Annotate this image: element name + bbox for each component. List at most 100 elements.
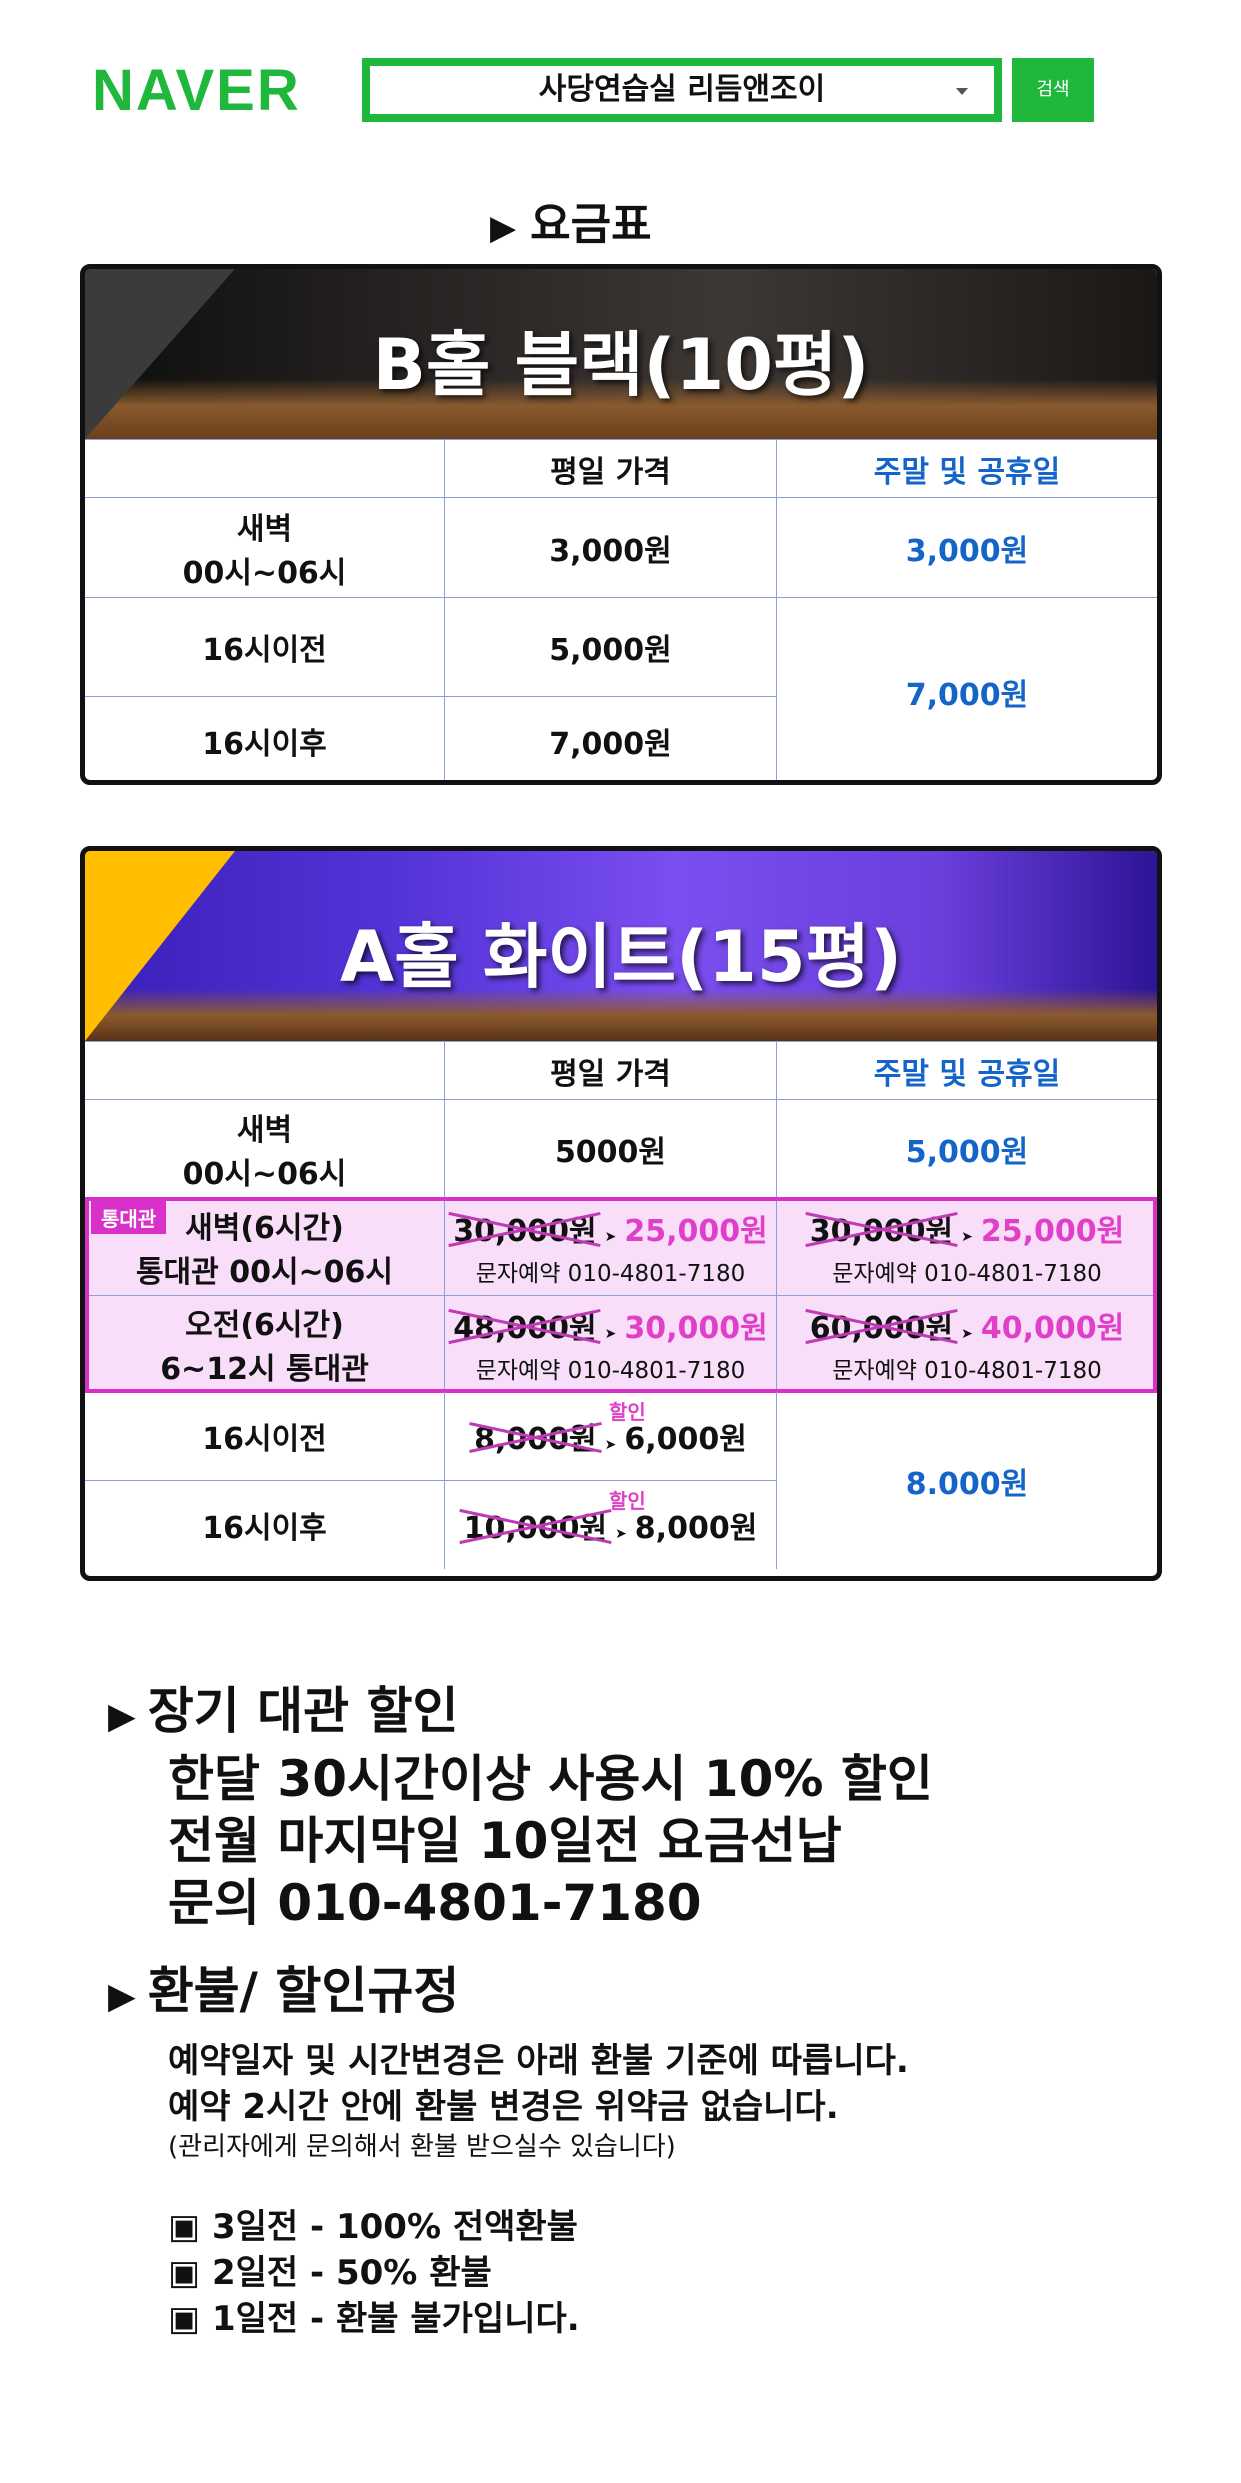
contact-text: 문자예약 010-4801-7180: [475, 1357, 746, 1384]
long-term-line: 한달 30시간이상 사용시 10% 할인: [168, 1750, 933, 1808]
banner-hall-b: B홀 블랙(10평): [85, 269, 1157, 439]
price-table-hall-a: A홀 화이트(15평) 평일 가격 주말 및 공휴일 새벽 00시~06시 50…: [80, 846, 1162, 1581]
weekday-price: 7,000원: [445, 697, 777, 780]
price-change: 30,000원 ➤ 25,000원: [453, 1206, 767, 1250]
corner-ribbon: [85, 851, 235, 1041]
table-row: 16시이전 5,000원: [85, 598, 777, 696]
header-weekday: 평일 가격: [445, 440, 777, 497]
row-label: 새벽 00시~06시: [85, 498, 445, 597]
row-label: 새벽(6시간) 통대관 00시~06시: [85, 1198, 445, 1295]
weekday-price: 할인 8,000원 ➤ 6,000원: [445, 1392, 777, 1480]
row-label-line2: 00시~06시: [182, 555, 347, 591]
arrow-icon: ➤: [604, 1228, 617, 1245]
row-label-line1: 새벽: [236, 1112, 293, 1148]
triangle-right-icon: [490, 199, 530, 250]
arrow-icon: ➤: [961, 1325, 973, 1342]
hall-a-title: A홀 화이트(15평): [340, 916, 902, 998]
refund-note: (관리자에게 문의해서 환불 받으실수 있습니다): [168, 2132, 676, 2162]
price-change: 60,000원 ➤ 40,000원: [810, 1303, 1124, 1347]
price-change: 30,000원 ➤ 25,000원: [810, 1206, 1124, 1250]
table-row: 16시이후 7,000원: [85, 696, 777, 780]
old-price: 30,000원: [810, 1206, 953, 1250]
header-weekend: 주말 및 공휴일: [873, 1056, 1061, 1092]
new-price: 25,000원: [624, 1213, 768, 1249]
new-price: 40,000원: [980, 1310, 1125, 1346]
weekend-price: 30,000원 ➤ 25,000원 문자예약 010-4801-7180: [777, 1198, 1157, 1295]
weekday-price: 30,000원 ➤ 25,000원 문자예약 010-4801-7180: [445, 1198, 777, 1295]
table-body-group: 16시이전 할인 8,000원 ➤ 6,000원 16시이후 할인 10,000원 ➤…: [85, 1391, 1157, 1569]
refund-rule: 3일전 - 100% 전액환불: [168, 2204, 909, 2250]
weekday-price: 48,000원 ➤ 30,000원 문자예약 010-4801-7180: [445, 1296, 777, 1391]
hall-b-title: B홀 블랙(10평): [372, 324, 870, 406]
full-rent-section: 통대관 새벽(6시간) 통대관 00시~06시 30,000원 ➤ 25,000원 …: [85, 1197, 1157, 1393]
old-price: 60,000원: [810, 1303, 953, 1347]
corner-ribbon: [85, 269, 235, 439]
new-price: 30,000원: [624, 1310, 768, 1346]
left-rows: 16시이전 할인 8,000원 ➤ 6,000원 16시이후 할인 10,000원 ➤…: [85, 1392, 777, 1569]
weekday-price: 5000원: [445, 1100, 777, 1197]
page-title: 요금표: [490, 188, 652, 252]
old-price: 48,000원: [453, 1303, 596, 1347]
long-term-head: 장기 대관 할인: [108, 1680, 933, 1748]
search-button[interactable]: 검색: [1012, 58, 1094, 122]
row-label: 오전(6시간) 6~12시 통대관: [85, 1296, 445, 1391]
refund-rule: 2일전 - 50% 환불: [168, 2250, 909, 2296]
left-rows: 16시이전 5,000원 16시이후 7,000원: [85, 598, 777, 780]
refund-head: 환불/ 할인규정: [108, 1960, 909, 2028]
arrow-icon: ➤: [604, 1437, 617, 1453]
table-row: 새벽(6시간) 통대관 00시~06시 30,000원 ➤ 25,000원 문자예약…: [85, 1197, 1157, 1295]
sale-tag: 할인: [609, 1400, 646, 1424]
contact-text: 문자예약 010-4801-7180: [832, 1357, 1102, 1384]
row-label-line1: 새벽(6시간): [185, 1210, 344, 1246]
search-box[interactable]: 사당연습실 리듬앤조이: [362, 58, 1002, 122]
row-label: 16시이후: [85, 1481, 445, 1569]
arrow-icon: ➤: [604, 1325, 617, 1342]
price-change: 48,000원 ➤ 30,000원: [453, 1303, 767, 1347]
row-label-line2: 00시~06시: [182, 1156, 347, 1192]
table-body-group: 16시이전 5,000원 16시이후 7,000원 7,000원: [85, 597, 1157, 780]
new-price: 8,000원: [634, 1511, 758, 1546]
weekday-price: 5,000원: [445, 598, 777, 696]
row-label: 16시이전: [85, 1392, 445, 1480]
row-label: 새벽 00시~06시: [85, 1100, 445, 1197]
price-table-hall-b: B홀 블랙(10평) 평일 가격 주말 및 공휴일 새벽 00시~06시 3,0…: [80, 264, 1162, 785]
weekend-price-merged: 8.000원: [905, 1466, 1029, 1502]
refund-rule: 1일전 - 환불 불가입니다.: [168, 2296, 909, 2342]
weekend-price: 5,000원: [905, 1134, 1029, 1170]
row-label: 16시이전: [85, 598, 445, 696]
old-price: 30,000원: [453, 1206, 596, 1250]
row-label-line2: 통대관 00시~06시: [135, 1254, 394, 1290]
new-price: 6,000원: [624, 1422, 747, 1457]
table-header-row: 평일 가격 주말 및 공휴일: [85, 439, 1157, 497]
table-row: 16시이후 할인 10,000원 ➤ 8,000원: [85, 1480, 777, 1569]
weekday-price: 할인 10,000원 ➤ 8,000원: [445, 1481, 777, 1569]
long-term-line: 전월 마지막일 10일전 요금선납: [168, 1812, 842, 1870]
long-term-line: 문의 010-4801-7180: [168, 1874, 702, 1932]
table-row: 오전(6시간) 6~12시 통대관 48,000원 ➤ 30,000원 문자예약 0…: [85, 1295, 1157, 1391]
weekend-price-merged: 7,000원: [905, 677, 1029, 713]
chevron-down-icon[interactable]: [956, 88, 968, 95]
contact-text: 문자예약 010-4801-7180: [832, 1260, 1102, 1287]
naver-logo[interactable]: NAVER: [92, 58, 301, 123]
price-change: 10,000원 ➤ 8,000원: [464, 1503, 758, 1547]
refund-section: 환불/ 할인규정 예약일자 및 시간변경은 아래 환불 기준에 따릅니다. 예약…: [148, 1960, 909, 2342]
weekend-price: 3,000원: [905, 533, 1029, 569]
section-title-text: 요금표: [530, 199, 652, 250]
header-weekend: 주말 및 공휴일: [873, 454, 1061, 490]
table-header-row: 평일 가격 주말 및 공휴일: [85, 1041, 1157, 1099]
price-change: 8,000원 ➤ 6,000원: [474, 1414, 747, 1458]
row-label-line1: 새벽: [236, 511, 293, 547]
banner-hall-a: A홀 화이트(15평): [85, 851, 1157, 1041]
full-rent-badge: 통대관: [91, 1201, 167, 1234]
header-empty: [85, 440, 445, 497]
table-row: 새벽 00시~06시 3,000원 3,000원: [85, 497, 1157, 597]
new-price: 25,000원: [980, 1213, 1125, 1249]
header-empty: [85, 1042, 445, 1099]
row-label: 16시이후: [85, 697, 445, 780]
weekday-price: 3,000원: [445, 498, 777, 597]
weekend-price: 60,000원 ➤ 40,000원 문자예약 010-4801-7180: [777, 1296, 1157, 1391]
search-input[interactable]: 사당연습실 리듬앤조이: [538, 72, 826, 107]
header-weekday: 평일 가격: [445, 1042, 777, 1099]
old-price: 10,000원: [464, 1503, 607, 1547]
refund-line: 예약 2시간 안에 환불 변경은 위약금 없습니다.: [168, 2087, 839, 2127]
